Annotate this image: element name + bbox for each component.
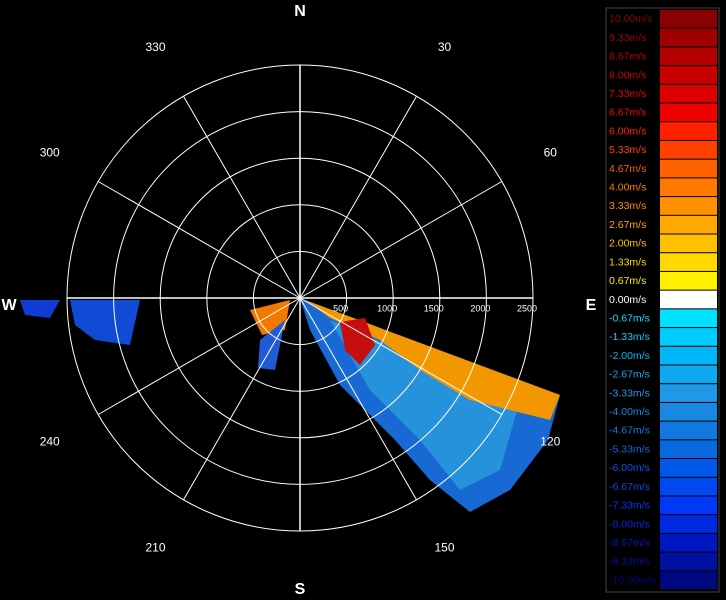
compass-label: E: [586, 297, 597, 314]
angle-label: 60: [544, 146, 558, 160]
echo-light-blue: [330, 320, 520, 490]
range-label: 2000: [470, 303, 490, 313]
colorbar-swatch: [660, 271, 717, 290]
colorbar-swatch: [660, 103, 717, 122]
colorbar-label: 6.00m/s: [609, 125, 646, 137]
angle-label: 300: [40, 146, 60, 160]
spoke: [97, 181, 301, 299]
colorbar-label: 7.33m/s: [609, 88, 646, 100]
colorbar-swatch: [660, 515, 717, 533]
colorbar-label: -6.00m/s: [609, 462, 650, 474]
spoke: [299, 297, 503, 415]
colorbar-swatch: [660, 477, 717, 496]
compass-label: W: [1, 297, 17, 314]
angle-label: 150: [434, 540, 454, 554]
colorbar-label: 10.00m/s: [609, 13, 652, 25]
colorbar-label: -0.67m/s: [609, 312, 650, 324]
colorbar-label: -4.00m/s: [609, 406, 650, 418]
colorbar-swatch: [660, 384, 717, 402]
colorbar-label: -7.33m/s: [609, 500, 650, 512]
angle-label: 30: [438, 40, 452, 54]
colorbar-swatch: [660, 197, 717, 215]
colorbar-label: -3.33m/s: [609, 387, 650, 399]
colorbar-label: -2.67m/s: [609, 369, 650, 381]
colorbar-label: 1.33m/s: [609, 256, 646, 268]
colorbar-swatch: [660, 421, 717, 440]
spoke: [183, 297, 301, 501]
range-label: 500: [333, 303, 348, 313]
spoke: [97, 297, 301, 415]
colorbar-swatch: [660, 47, 717, 66]
colorbar-swatch: [660, 459, 717, 477]
echo-spoke: [258, 320, 285, 370]
colorbar-swatch: [660, 346, 717, 365]
colorbar-label: 4.00m/s: [609, 182, 646, 194]
angle-label: 120: [540, 435, 560, 449]
colorbar-swatch: [660, 84, 717, 103]
colorbar-swatch: [660, 571, 717, 589]
echo-west-2: [70, 300, 140, 345]
colorbar-label: 3.33m/s: [609, 200, 646, 212]
colorbar-swatch: [660, 402, 717, 421]
colorbar-label: 4.67m/s: [609, 163, 646, 175]
radar-echo: [20, 298, 560, 512]
polar-grid: [66, 64, 534, 532]
colorbar-swatch: [660, 440, 717, 459]
colorbar-swatch: [660, 159, 717, 178]
colorbar-label: 8.67m/s: [609, 51, 646, 63]
colorbar-swatch: [660, 28, 717, 47]
colorbar-label: 2.00m/s: [609, 238, 646, 250]
echo-west: [20, 300, 60, 318]
colorbar-swatch: [660, 10, 717, 28]
angle-label: 210: [145, 540, 165, 554]
compass-label: N: [294, 3, 306, 20]
colorbar-swatch: [660, 178, 717, 197]
colorbar-label: -10.00m/s: [609, 574, 656, 586]
range-label: 2500: [517, 303, 537, 313]
colorbar-swatch: [660, 290, 717, 309]
colorbar-swatch: [660, 533, 717, 552]
colorbar-label: 0.00m/s: [609, 294, 646, 306]
colorbar-swatch: [660, 234, 717, 253]
colorbar-label: -6.67m/s: [609, 481, 650, 493]
colorbar-swatch: [660, 496, 717, 515]
spoke: [299, 297, 417, 501]
range-label: 1000: [377, 303, 397, 313]
colorbar-label: -4.67m/s: [609, 425, 650, 437]
colorbar-swatch: [660, 66, 717, 84]
echo-red: [340, 318, 375, 365]
colorbar-swatch: [660, 365, 717, 384]
colorbar-label: 9.33m/s: [609, 32, 646, 44]
range-label: 1500: [424, 303, 444, 313]
colorbar-label: 2.67m/s: [609, 219, 646, 231]
colorbar-label: 6.67m/s: [609, 107, 646, 119]
angle-label: 330: [145, 40, 165, 54]
colorbar-swatch: [660, 253, 717, 271]
angle-label: 240: [40, 435, 60, 449]
colorbar-label: -1.33m/s: [609, 331, 650, 343]
colorbar-swatch: [660, 140, 717, 159]
colorbar-label: 8.00m/s: [609, 69, 646, 81]
colorbar-swatch: [660, 122, 717, 140]
colorbar-label: -2.00m/s: [609, 350, 650, 362]
spoke: [183, 95, 301, 299]
colorbar-swatch: [660, 215, 717, 234]
colorbar-label: -9.33m/s: [609, 556, 650, 568]
spoke: [299, 95, 417, 299]
colorbar-label: -8.00m/s: [609, 518, 650, 530]
colorbar-label: 5.33m/s: [609, 144, 646, 156]
colorbar-swatch: [660, 309, 717, 328]
colorbar-label: -5.33m/s: [609, 443, 650, 455]
colorbar-swatch: [660, 552, 717, 571]
compass-label: S: [295, 581, 306, 598]
spoke: [299, 181, 503, 299]
colorbar-label: 0.67m/s: [609, 275, 646, 287]
colorbar-swatch: [660, 328, 717, 346]
colorbar-label: -8.67m/s: [609, 537, 650, 549]
